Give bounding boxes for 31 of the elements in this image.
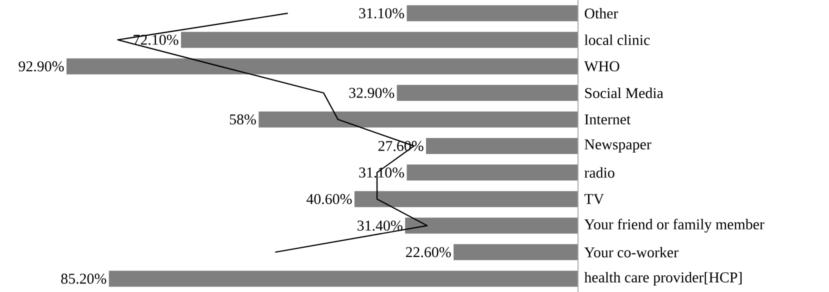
bar [426,138,578,154]
data-label: 92.90% [18,61,64,72]
bar [405,218,578,234]
data-label: 31.40% [358,220,402,231]
bar [406,164,578,181]
y-tick-label: radio [584,167,614,178]
bar [354,191,578,208]
y-tick-label: Your co-worker [584,246,678,258]
bar [396,84,578,101]
y-tick-label: Your friend or family member [584,218,764,233]
bar [66,58,578,74]
data-label: 22.60% [406,247,451,258]
bar [454,244,578,260]
y-tick-label: Social Media [585,88,664,98]
y-tick-label: Newspaper [584,140,652,152]
bar [108,270,578,287]
data-label: 40.60% [306,194,352,204]
bar [258,111,578,128]
y-tick-label: local clinic [584,34,650,46]
y-tick-label: health care provider[HCP] [584,272,742,286]
data-label: 58% [230,114,256,125]
bar [406,5,578,22]
data-label: 85.20% [61,274,106,284]
y-tick-label: WHO [584,61,620,72]
data-label: 32.90% [349,88,394,98]
bar [181,32,578,48]
y-tick-label: Other [584,8,618,19]
y-tick-label: Internet [584,114,631,124]
data-label: 72.10% [134,34,178,45]
y-tick-label: TV [584,194,604,204]
data-label: 31.10% [359,8,404,18]
